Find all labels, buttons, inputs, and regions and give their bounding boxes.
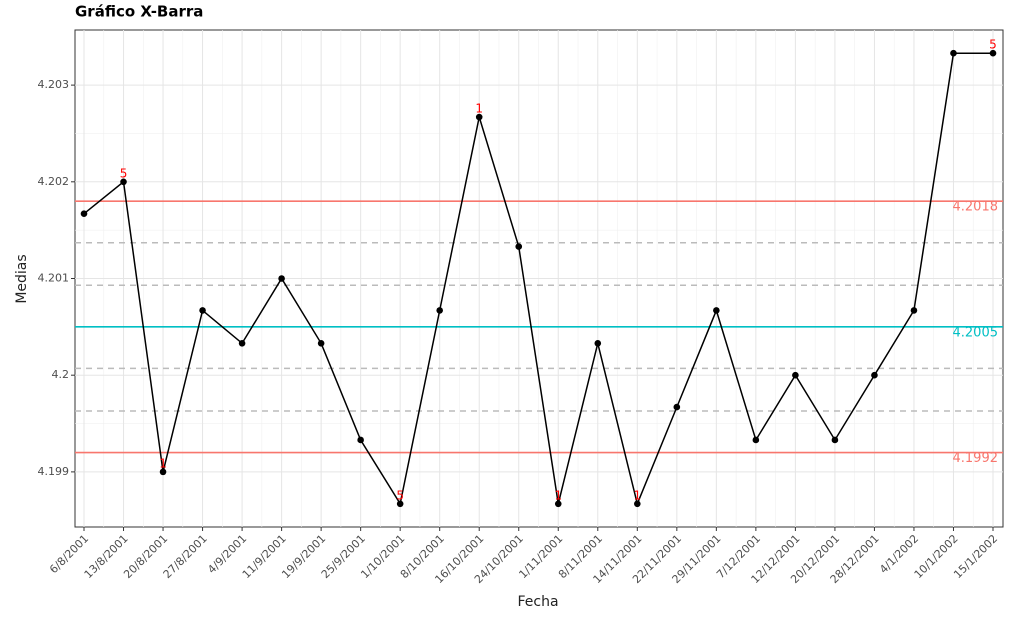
rule-annotation: 5	[396, 488, 404, 502]
chart-title: Gráfico X-Barra	[75, 3, 203, 21]
data-point	[80, 210, 88, 218]
rule-annotation: 1	[633, 488, 641, 502]
data-point	[713, 307, 720, 314]
data-point	[357, 436, 364, 444]
data-point	[950, 49, 957, 57]
data-point	[910, 307, 918, 314]
y-tick-label: 4.202	[38, 175, 70, 188]
data-point	[752, 436, 760, 444]
y-tick-label: 4.2	[52, 368, 70, 381]
data-point	[120, 178, 127, 186]
rule-annotation: 1	[554, 488, 562, 502]
control-limit-label: 4.1992	[953, 451, 999, 466]
data-point	[159, 468, 167, 476]
data-point	[238, 339, 246, 347]
series-line	[83, 52, 993, 507]
data-point	[475, 113, 483, 121]
y-tick-label: 4.201	[38, 272, 70, 285]
data-point	[554, 500, 562, 508]
data-point	[634, 500, 641, 508]
rule-annotation: 5	[989, 38, 997, 52]
data-point	[673, 403, 681, 411]
rule-annotation: 5	[120, 166, 128, 180]
control-limit-label: 4.2018	[953, 200, 999, 215]
data-point	[199, 307, 206, 314]
data-point	[594, 339, 602, 347]
data-point	[831, 436, 839, 444]
data-point	[792, 371, 799, 379]
x-axis-label: Fecha	[517, 594, 558, 610]
data-point	[989, 49, 997, 57]
data-point	[436, 307, 443, 314]
data-point	[278, 275, 285, 282]
y-axis-label: Medias	[14, 254, 30, 303]
y-tick-label: 4.199	[38, 465, 70, 478]
y-tick-label: 4.203	[38, 78, 70, 91]
data-point	[396, 500, 404, 508]
data-point	[871, 371, 878, 379]
data-point	[317, 339, 325, 347]
control-limit-label: 4.2005	[953, 325, 999, 340]
rule-annotation: 1	[475, 102, 483, 116]
rule-annotation: 1	[159, 456, 167, 470]
data-point	[515, 243, 523, 250]
